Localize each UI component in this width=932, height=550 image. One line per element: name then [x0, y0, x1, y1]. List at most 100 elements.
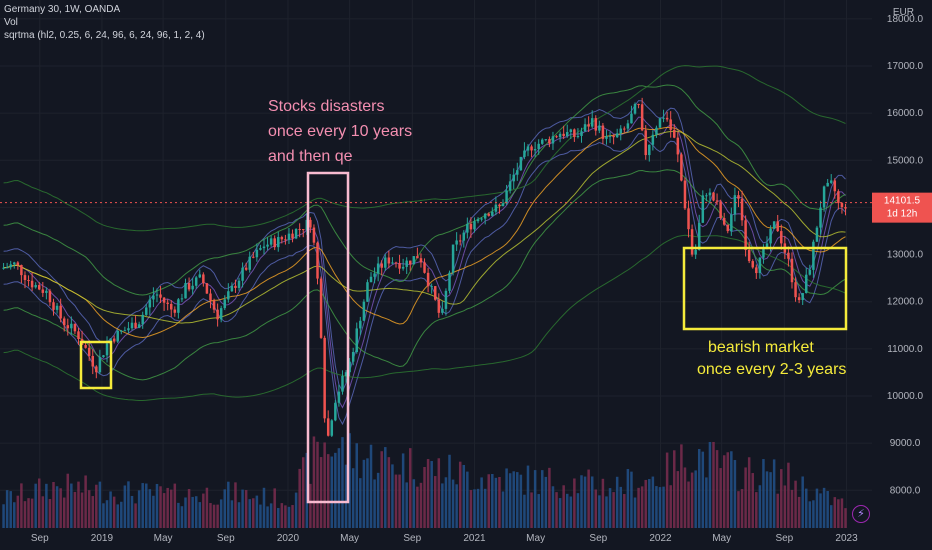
- volume-bar: [255, 495, 259, 528]
- candle-body: [223, 299, 227, 309]
- indicator-legend[interactable]: sqrtma (hl2, 0.25, 6, 24, 96, 6, 24, 96,…: [4, 30, 205, 41]
- candle-body: [430, 286, 433, 288]
- volume-bar: [348, 433, 351, 528]
- volume-bar: [701, 451, 705, 528]
- volume-bar: [740, 489, 744, 528]
- volume-bar: [780, 469, 783, 528]
- candle-body: [373, 273, 376, 277]
- candle-body: [462, 232, 466, 241]
- price-tick-label: 17000.0: [887, 61, 924, 72]
- candle-body: [448, 272, 451, 291]
- volume-bar: [690, 472, 694, 528]
- volume-legend[interactable]: Vol: [4, 17, 18, 28]
- volume-bar: [644, 479, 647, 528]
- bear-annotation: bearish market once every 2-3 years: [697, 339, 846, 378]
- candle-body: [737, 195, 740, 199]
- volume-bar: [555, 492, 558, 528]
- volume-bar: [722, 455, 726, 528]
- volume-bar: [159, 486, 162, 528]
- volume-bar: [673, 450, 676, 528]
- volume-bar: [473, 489, 476, 528]
- candle-body: [590, 118, 594, 127]
- candle-body: [269, 238, 273, 245]
- candle-body: [648, 144, 651, 156]
- candle-body: [840, 203, 844, 208]
- candle-body: [237, 280, 241, 288]
- candle-body: [419, 258, 423, 263]
- candle-body: [102, 355, 105, 358]
- volume-bar: [391, 464, 394, 528]
- candle-body: [780, 231, 783, 244]
- candle-body: [284, 239, 287, 241]
- candle-body: [287, 233, 291, 240]
- candle-body: [516, 170, 519, 175]
- candle-body: [730, 214, 733, 232]
- candle-body: [708, 192, 712, 196]
- volume-bar: [508, 473, 512, 528]
- volume-bar: [458, 461, 462, 528]
- candle-body: [387, 257, 391, 264]
- volume-bar: [605, 496, 608, 528]
- candle-body: [601, 125, 605, 139]
- volume-bar: [776, 493, 779, 528]
- time-axis[interactable]: Sep 2019 May Sep 2020 May Sep 2021 May Sep 2022 May…: [31, 533, 858, 544]
- candle-body: [180, 298, 184, 300]
- candle-body: [330, 420, 334, 436]
- candle-body: [576, 135, 580, 138]
- volume-bar: [726, 452, 730, 528]
- candle-body: [801, 293, 804, 301]
- candle-body: [316, 242, 319, 279]
- time-tick-label: Sep: [217, 533, 235, 544]
- volume-bar: [626, 469, 630, 528]
- candle-body: [301, 229, 305, 231]
- candle-body: [337, 391, 341, 403]
- volume-bar: [323, 442, 326, 528]
- volume-bar: [655, 486, 658, 528]
- candle-body: [66, 325, 70, 329]
- candle-body: [790, 258, 794, 283]
- volume-bar: [219, 499, 223, 528]
- lightning-icon[interactable]: ⚡: [852, 505, 870, 523]
- candle-body: [526, 146, 530, 151]
- symbol-title[interactable]: Germany 30, 1W, OANDA: [4, 4, 121, 15]
- volume-bar: [466, 471, 469, 528]
- volume-bar: [20, 483, 23, 528]
- volume-bar: [102, 503, 105, 528]
- volume-bar: [419, 482, 423, 528]
- volume-bar: [134, 503, 137, 528]
- volume-bar: [705, 477, 708, 528]
- candle-body: [37, 285, 41, 290]
- candle-body: [120, 330, 123, 332]
- volume-bar: [373, 479, 376, 528]
- volume-bar: [576, 493, 580, 528]
- price-tick-label: 10000.0: [887, 391, 924, 402]
- candle-body: [626, 123, 630, 129]
- volume-bar: [651, 476, 655, 528]
- candle-body: [562, 133, 565, 136]
- volume-bar: [815, 488, 819, 528]
- candle-body: [615, 133, 619, 138]
- volume-bar: [412, 479, 416, 528]
- candle-body: [127, 328, 130, 331]
- crash-annotation-line-1: Stocks disasters: [268, 98, 384, 115]
- volume-bar: [498, 476, 501, 528]
- volume-bar: [287, 506, 291, 528]
- volume-bar: [141, 483, 144, 528]
- volume-bar: [312, 436, 316, 528]
- candle-body: [169, 303, 173, 310]
- volume-bar: [23, 501, 27, 528]
- volume-bar: [162, 493, 166, 528]
- candle-body: [13, 262, 16, 265]
- volume-bar: [530, 492, 533, 528]
- candle-body: [608, 135, 612, 137]
- volume-bar: [648, 479, 651, 528]
- volume-bar: [573, 478, 576, 528]
- candle-body: [348, 361, 351, 373]
- volume-bar: [27, 498, 30, 528]
- candle-body: [255, 249, 259, 258]
- volume-bar: [84, 475, 87, 528]
- volume-bar: [273, 488, 276, 528]
- volume-bar: [252, 498, 255, 528]
- candle-body: [52, 302, 55, 310]
